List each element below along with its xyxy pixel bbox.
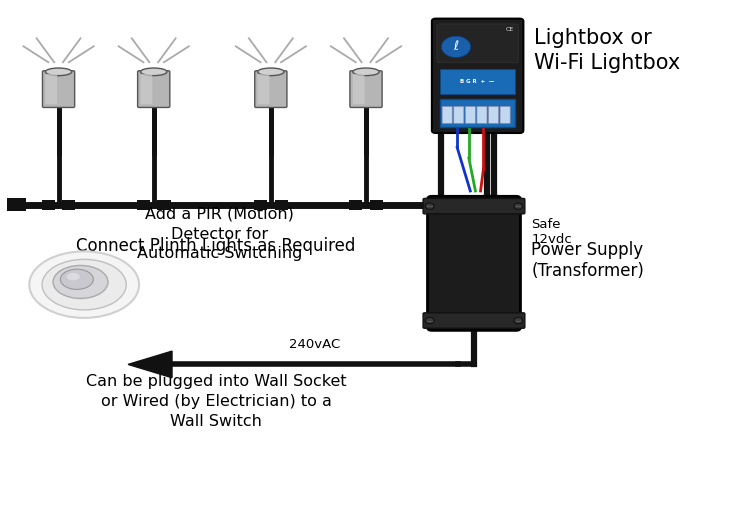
- FancyBboxPatch shape: [432, 19, 523, 133]
- FancyBboxPatch shape: [7, 198, 26, 211]
- Text: Can be plugged into Wall Socket
or Wired (by Electrician) to a
Wall Switch: Can be plugged into Wall Socket or Wired…: [86, 375, 346, 429]
- FancyBboxPatch shape: [138, 71, 170, 107]
- FancyBboxPatch shape: [42, 71, 75, 107]
- Circle shape: [441, 36, 471, 57]
- Ellipse shape: [141, 68, 167, 76]
- FancyBboxPatch shape: [477, 106, 487, 123]
- FancyBboxPatch shape: [42, 200, 55, 210]
- Circle shape: [514, 317, 523, 323]
- FancyBboxPatch shape: [370, 200, 383, 210]
- Ellipse shape: [67, 273, 80, 280]
- FancyBboxPatch shape: [274, 200, 288, 210]
- FancyBboxPatch shape: [62, 200, 75, 210]
- FancyBboxPatch shape: [353, 74, 365, 104]
- Ellipse shape: [61, 269, 94, 289]
- FancyBboxPatch shape: [437, 24, 518, 63]
- Text: Power Supply
(Transformer): Power Supply (Transformer): [531, 242, 644, 280]
- FancyBboxPatch shape: [350, 71, 382, 107]
- FancyBboxPatch shape: [442, 106, 452, 123]
- Circle shape: [514, 203, 523, 210]
- FancyBboxPatch shape: [137, 200, 150, 210]
- Ellipse shape: [29, 252, 139, 318]
- FancyBboxPatch shape: [423, 198, 525, 214]
- FancyBboxPatch shape: [141, 74, 152, 104]
- FancyBboxPatch shape: [349, 200, 362, 210]
- FancyBboxPatch shape: [427, 196, 520, 330]
- FancyBboxPatch shape: [423, 313, 525, 328]
- FancyBboxPatch shape: [440, 99, 515, 127]
- Text: Safe
12vdc: Safe 12vdc: [531, 218, 572, 246]
- Ellipse shape: [42, 259, 127, 310]
- FancyBboxPatch shape: [500, 106, 510, 123]
- Ellipse shape: [353, 68, 379, 76]
- FancyBboxPatch shape: [440, 69, 515, 94]
- Text: ℓ: ℓ: [453, 40, 459, 53]
- Text: CE: CE: [505, 27, 514, 32]
- Ellipse shape: [258, 68, 284, 76]
- Text: Add a PIR (Motion)
Detector for
Automatic Switching: Add a PIR (Motion) Detector for Automati…: [137, 207, 302, 261]
- FancyBboxPatch shape: [454, 106, 464, 123]
- Circle shape: [425, 203, 434, 210]
- Polygon shape: [128, 351, 172, 378]
- Ellipse shape: [53, 265, 108, 298]
- FancyBboxPatch shape: [466, 106, 476, 123]
- FancyBboxPatch shape: [254, 200, 267, 210]
- FancyBboxPatch shape: [258, 74, 269, 104]
- FancyBboxPatch shape: [488, 106, 498, 123]
- Text: Connect Plinth Lights as Required: Connect Plinth Lights as Required: [76, 237, 356, 255]
- Text: B G R  +  —: B G R + —: [460, 79, 495, 84]
- Text: Lightbox or
Wi-Fi Lightbox: Lightbox or Wi-Fi Lightbox: [534, 28, 681, 73]
- Circle shape: [425, 317, 434, 323]
- Text: 240vAC: 240vAC: [289, 338, 340, 351]
- Ellipse shape: [45, 68, 72, 76]
- FancyBboxPatch shape: [157, 200, 171, 210]
- FancyBboxPatch shape: [45, 74, 57, 104]
- FancyBboxPatch shape: [255, 71, 287, 107]
